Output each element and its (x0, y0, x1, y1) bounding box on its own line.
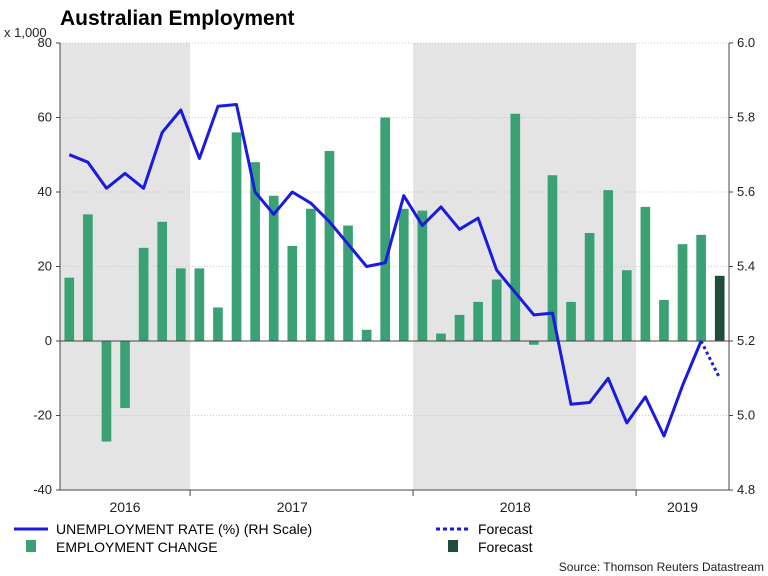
right-tick-label: 6.0 (737, 35, 755, 50)
employment-bar (306, 209, 316, 341)
employment-bar (362, 330, 372, 341)
employment-bar (603, 190, 613, 341)
employment-bar (269, 196, 279, 341)
employment-bar (176, 268, 186, 341)
left-axis-unit: x 1,000 (4, 25, 47, 40)
employment-bar (213, 307, 223, 341)
chart-canvas: -40-200204060804.85.05.25.45.65.86.02016… (0, 0, 768, 576)
right-tick-label: 5.4 (737, 259, 755, 274)
legend-bar-swatch (26, 540, 36, 552)
shaded-period-1 (413, 43, 636, 490)
employment-bar (510, 114, 520, 341)
left-tick-label: -40 (33, 482, 52, 497)
left-tick-label: 0 (45, 333, 52, 348)
employment-bar (436, 334, 446, 341)
employment-bar (418, 211, 428, 341)
employment-bar (232, 132, 242, 341)
legend: UNEMPLOYMENT RATE (%) (RH Scale) EMPLOYM… (14, 521, 533, 555)
x-year-label: 2016 (109, 499, 140, 515)
legend-employment-label: EMPLOYMENT CHANGE (56, 539, 218, 555)
source-note: Source: Thomson Reuters Datastream (559, 560, 764, 574)
employment-bar (455, 315, 465, 341)
employment-bar (678, 244, 688, 341)
x-year-label: 2019 (667, 499, 698, 515)
left-tick-label: -20 (33, 408, 52, 423)
employment-bar (473, 302, 483, 341)
chart-title: Australian Employment (60, 7, 295, 30)
employment-bar (380, 118, 390, 342)
forecast-bar (715, 276, 725, 341)
shaded-period-0 (60, 43, 190, 490)
right-tick-label: 4.8 (737, 482, 755, 497)
x-year-label: 2017 (277, 499, 308, 515)
employment-bar (195, 268, 205, 341)
right-tick-label: 5.0 (737, 408, 755, 423)
employment-bar (641, 207, 651, 341)
legend-forecast-line-label: Forecast (478, 521, 533, 537)
legend-forecast-bar-swatch (448, 540, 458, 552)
employment-bar (622, 270, 632, 341)
left-tick-label: 20 (38, 259, 52, 274)
employment-bar (287, 246, 297, 341)
employment-bar (102, 341, 112, 442)
employment-bar (64, 278, 74, 341)
employment-bar (325, 151, 335, 341)
left-tick-label: 40 (38, 184, 52, 199)
employment-bar (585, 233, 595, 341)
right-tick-label: 5.2 (737, 333, 755, 348)
employment-bar (120, 341, 130, 408)
employment-bar (157, 222, 167, 341)
forecast-line (701, 341, 720, 378)
employment-bar (492, 280, 502, 341)
employment-bar (659, 300, 669, 341)
employment-bar (399, 209, 409, 341)
employment-bar (566, 302, 576, 341)
x-year-label: 2018 (500, 499, 531, 515)
legend-forecast-bar-label: Forecast (478, 539, 533, 555)
employment-bar (139, 248, 149, 341)
left-tick-label: 60 (38, 110, 52, 125)
employment-bar (696, 235, 706, 341)
employment-bar (529, 341, 539, 345)
legend-unemployment-label: UNEMPLOYMENT RATE (%) (RH Scale) (56, 521, 312, 537)
right-tick-label: 5.6 (737, 184, 755, 199)
employment-bar (83, 214, 93, 341)
right-tick-label: 5.8 (737, 110, 755, 125)
